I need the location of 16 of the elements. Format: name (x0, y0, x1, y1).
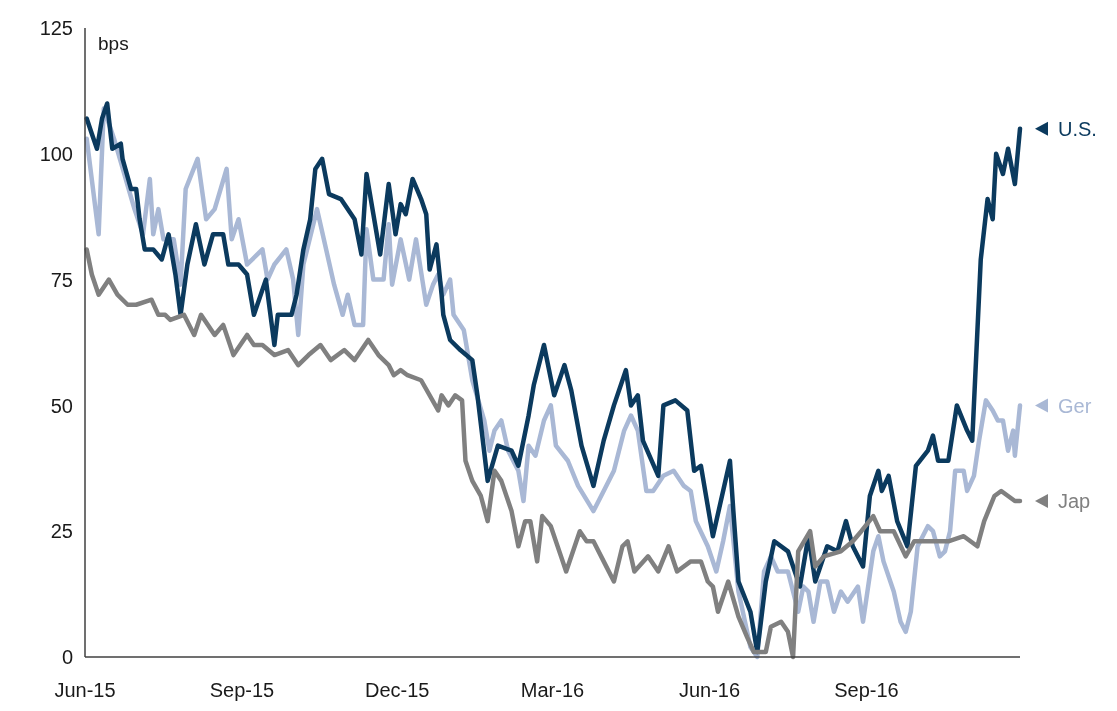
y-tick-label: 25 (50, 520, 73, 543)
legend-label: U.S. (1058, 117, 1097, 140)
x-tick-label: Jun-15 (54, 679, 116, 701)
x-tick-label: Sep-15 (209, 679, 275, 701)
y-tick-label: 100 (39, 143, 73, 165)
x-tick-label: Jun-16 (678, 679, 741, 701)
y-tick-label: 50 (50, 394, 73, 417)
x-tick-label: Mar-16 (520, 679, 585, 701)
x-tick-label: Sep-16 (834, 679, 899, 701)
y-tick-label: 75 (50, 268, 73, 291)
legend-label: Ger (1058, 394, 1092, 417)
y-axis-title: bps (98, 33, 129, 54)
legend-label: Jap (1058, 490, 1091, 513)
y-tick-label: 125 (39, 17, 73, 40)
x-tick-label: Dec-15 (364, 679, 430, 701)
y-tick-label: 0 (61, 646, 73, 669)
